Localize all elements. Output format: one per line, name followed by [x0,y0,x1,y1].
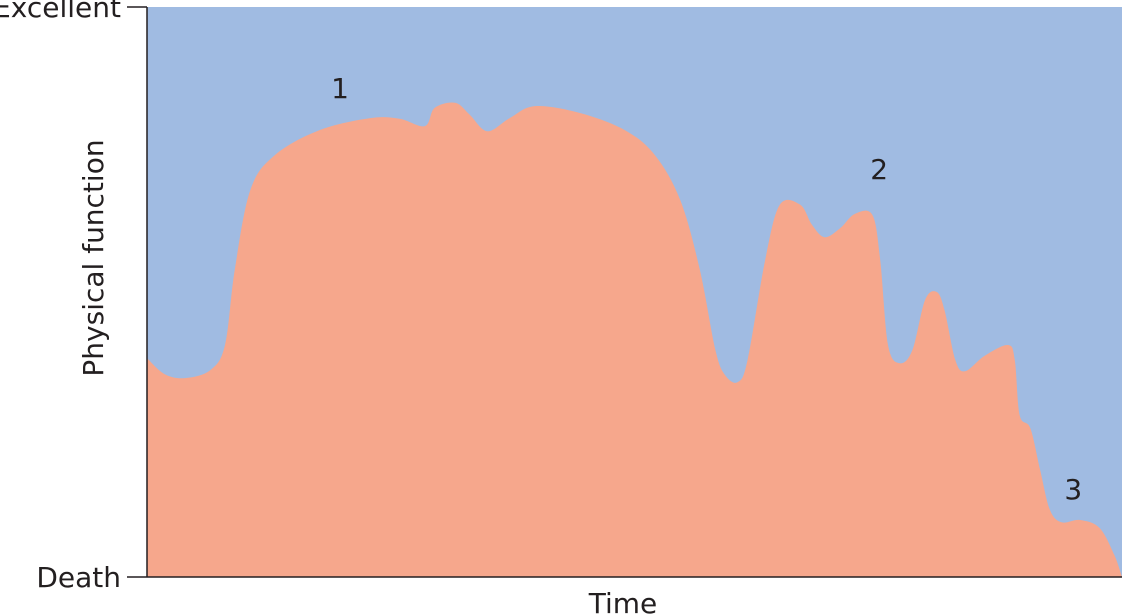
physical-function-area [147,102,1122,578]
y-tick-label: Death [36,561,121,594]
phase-annotation: 2 [870,153,888,186]
x-axis-label: Time [588,587,658,615]
phase-annotation: 1 [331,72,349,105]
y-tick-label: Excellent [0,0,121,24]
phase-annotation: 3 [1064,473,1082,506]
y-axis-label: Physical function [77,139,110,376]
